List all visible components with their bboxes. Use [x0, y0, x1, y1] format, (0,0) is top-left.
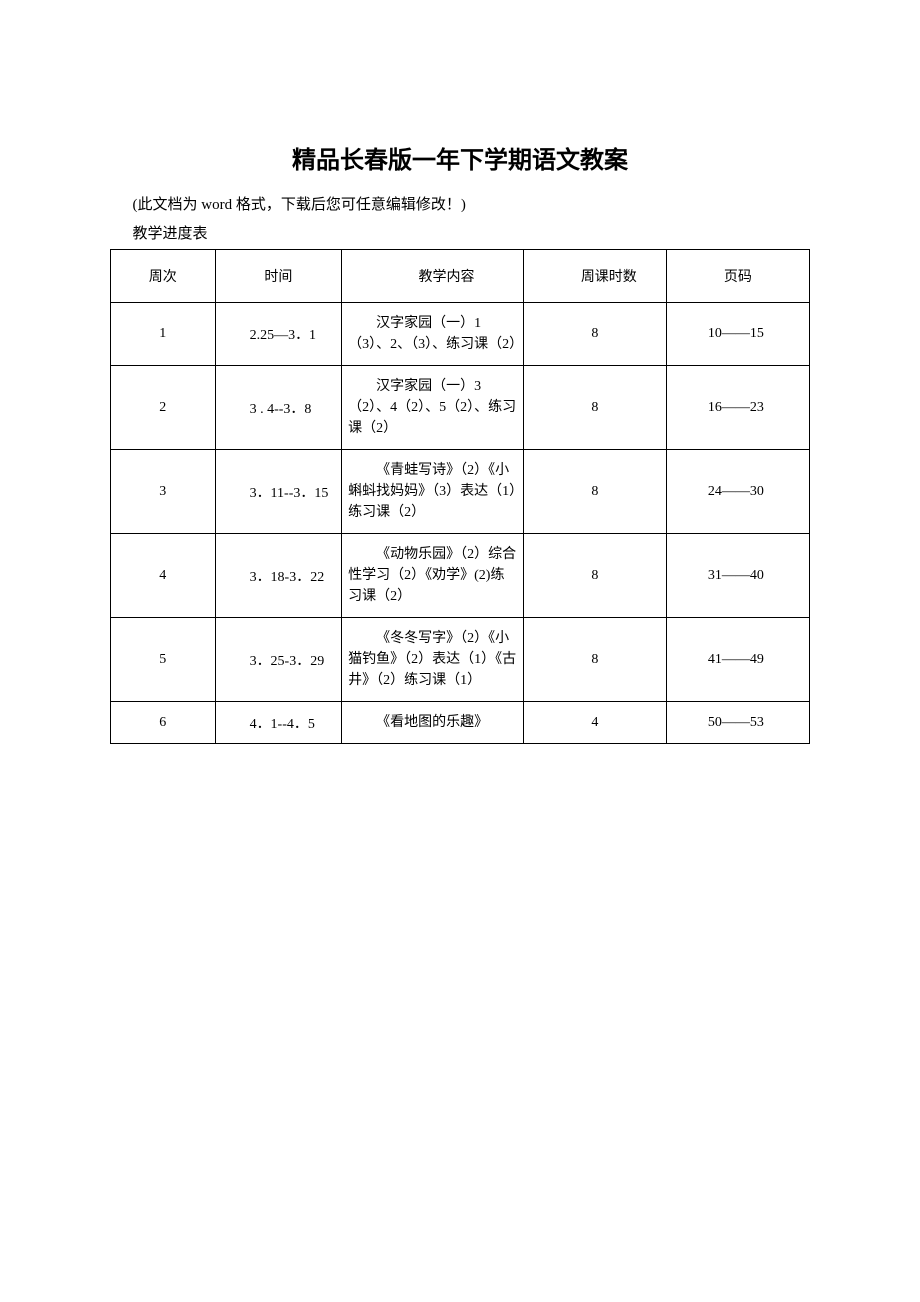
cell-week: 2 — [111, 366, 216, 450]
cell-content: 《看地图的乐趣》 — [342, 702, 524, 744]
cell-week: 1 — [111, 303, 216, 366]
header-hours: 周课时数 — [523, 250, 666, 303]
cell-hours: 4 — [523, 702, 666, 744]
cell-time: 2.25—3．1 — [215, 303, 342, 366]
page-title: 精品长春版一年下学期语文教案 — [110, 140, 810, 175]
cell-content: 《青蛙写诗》（2）《小蝌蚪找妈妈》（3）表达（1）练习课（2） — [342, 450, 524, 534]
table-subtitle: 教学进度表 — [110, 222, 810, 243]
cell-hours: 8 — [523, 618, 666, 702]
cell-week: 6 — [111, 702, 216, 744]
table-row: 5 3．25-3．29 《冬冬写字》（2）《小猫钓鱼》（2）表达（1）《古井》（… — [111, 618, 810, 702]
header-content: 教学内容 — [342, 250, 524, 303]
cell-content: 《动物乐园》（2）综合性学习（2）《劝学》(2)练习课（2） — [342, 534, 524, 618]
cell-hours: 8 — [523, 303, 666, 366]
cell-hours: 8 — [523, 366, 666, 450]
cell-week: 3 — [111, 450, 216, 534]
cell-hours: 8 — [523, 534, 666, 618]
schedule-table: 周次 时间 教学内容 周课时数 页码 1 2.25—3．1 汉字家园（一）1（3… — [110, 249, 810, 744]
cell-time: 4．1--4．5 — [215, 702, 342, 744]
table-row: 3 3．11--3．15 《青蛙写诗》（2）《小蝌蚪找妈妈》（3）表达（1）练习… — [111, 450, 810, 534]
cell-hours: 8 — [523, 450, 666, 534]
cell-page: 41——49 — [666, 618, 809, 702]
table-header-row: 周次 时间 教学内容 周课时数 页码 — [111, 250, 810, 303]
cell-time: 3 . 4--3．8 — [215, 366, 342, 450]
cell-page: 16——23 — [666, 366, 809, 450]
cell-content: 《冬冬写字》（2）《小猫钓鱼》（2）表达（1）《古井》（2）练习课（1） — [342, 618, 524, 702]
cell-page: 10——15 — [666, 303, 809, 366]
table-row: 4 3．18-3．22 《动物乐园》（2）综合性学习（2）《劝学》(2)练习课（… — [111, 534, 810, 618]
cell-page: 50——53 — [666, 702, 809, 744]
cell-page: 31——40 — [666, 534, 809, 618]
cell-week: 5 — [111, 618, 216, 702]
table-row: 1 2.25—3．1 汉字家园（一）1（3）、2、（3）、练习课（2） 8 10… — [111, 303, 810, 366]
cell-week: 4 — [111, 534, 216, 618]
cell-content: 汉字家园（一）1（3）、2、（3）、练习课（2） — [342, 303, 524, 366]
cell-time: 3．18-3．22 — [215, 534, 342, 618]
header-week: 周次 — [111, 250, 216, 303]
cell-content: 汉字家园（一）3（2）、4（2）、5（2）、练习课（2） — [342, 366, 524, 450]
document-note: (此文档为 word 格式，下载后您可任意编辑修改！) — [110, 193, 810, 214]
table-row: 2 3 . 4--3．8 汉字家园（一）3（2）、4（2）、5（2）、练习课（2… — [111, 366, 810, 450]
table-row: 6 4．1--4．5 《看地图的乐趣》 4 50——53 — [111, 702, 810, 744]
header-page: 页码 — [666, 250, 809, 303]
header-time: 时间 — [215, 250, 342, 303]
cell-page: 24——30 — [666, 450, 809, 534]
cell-time: 3．25-3．29 — [215, 618, 342, 702]
cell-time: 3．11--3．15 — [215, 450, 342, 534]
